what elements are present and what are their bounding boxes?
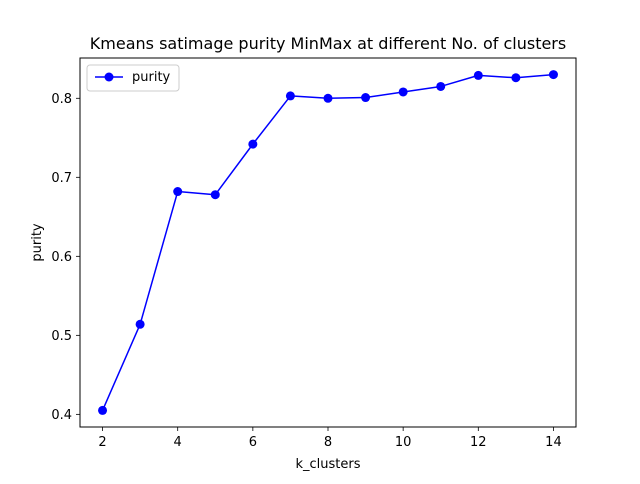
- data-point: [135, 319, 145, 329]
- axis-ticks: 2 4 6 8 10 12 14 0.4 0.5 0.6 0.7 0.8: [51, 92, 561, 450]
- y-tick-label: 0.5: [51, 329, 72, 344]
- legend-marker-sample: [104, 72, 114, 82]
- x-tick-label: 6: [249, 435, 257, 450]
- data-point: [548, 70, 558, 80]
- data-point: [473, 70, 483, 80]
- data-point: [398, 87, 408, 97]
- data-point: [210, 190, 220, 200]
- data-point: [173, 187, 183, 197]
- x-tick-label: 14: [545, 435, 562, 450]
- y-tick-label: 0.7: [51, 171, 72, 186]
- data-point: [436, 81, 446, 91]
- x-tick-label: 2: [98, 435, 106, 450]
- legend-box: [86, 64, 180, 92]
- data-point: [285, 91, 295, 101]
- data-point: [511, 73, 521, 83]
- y-tick-label: 0.4: [51, 408, 72, 423]
- data-point: [361, 93, 371, 103]
- y-tick-label: 0.8: [51, 92, 72, 107]
- plot-area: [98, 70, 558, 415]
- legend: purity: [86, 64, 180, 92]
- chart-title: Kmeans satimage purity MinMax at differe…: [90, 34, 566, 53]
- x-tick-label: 10: [395, 435, 412, 450]
- y-axis-label: purity: [30, 223, 45, 262]
- series-line-purity: [101, 73, 554, 411]
- data-point: [248, 139, 258, 149]
- legend-label: purity: [132, 70, 171, 85]
- data-point: [323, 93, 333, 103]
- x-tick-label: 4: [174, 435, 182, 450]
- x-tick-label: 12: [470, 435, 487, 450]
- plot-frame: [79, 57, 577, 428]
- x-tick-label: 8: [324, 435, 332, 450]
- y-tick-label: 0.6: [51, 250, 72, 265]
- x-axis-label: k_clusters: [295, 457, 360, 472]
- data-point: [98, 405, 108, 415]
